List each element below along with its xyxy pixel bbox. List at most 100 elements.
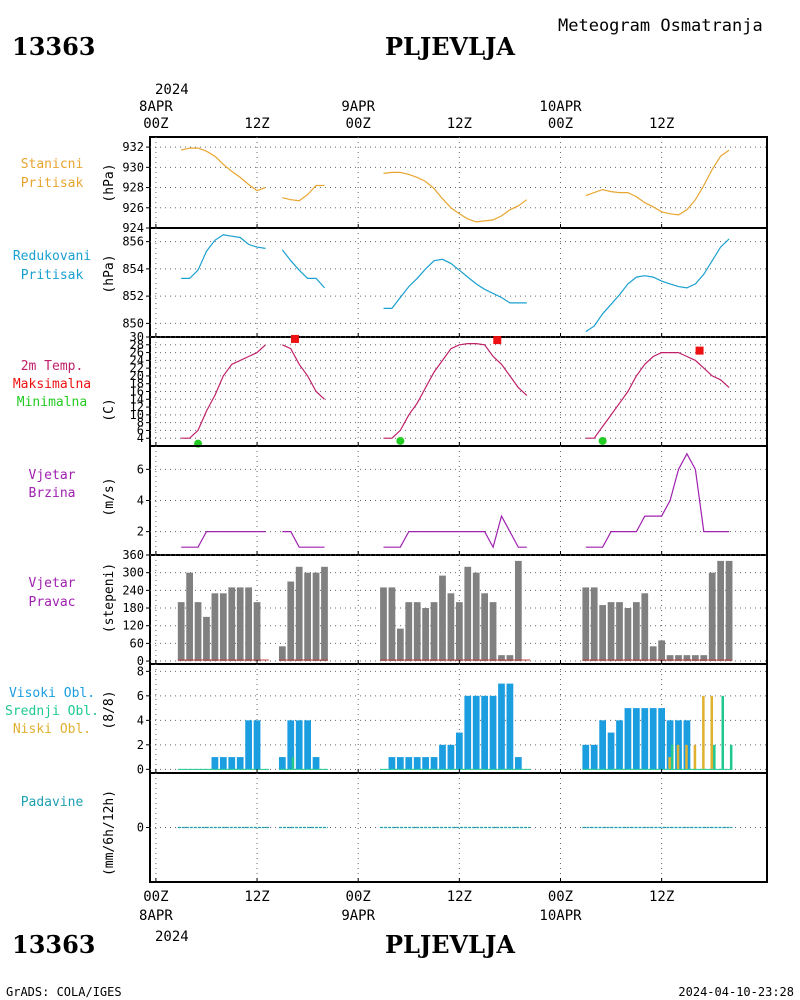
direction-bar bbox=[641, 593, 649, 662]
temperature-line-segment bbox=[383, 343, 528, 439]
cloud-bar-Visoki Obl. bbox=[658, 708, 666, 770]
bottom-hour-label: 12Z bbox=[447, 889, 472, 905]
panel-precipitation: 0 Padavine (mm/6h/12h) bbox=[21, 772, 768, 883]
y-tick-label: 856 bbox=[122, 235, 144, 249]
y-tick-label: 852 bbox=[122, 289, 144, 303]
cloud-bar-Visoki Obl. bbox=[422, 757, 429, 770]
y-tick-label: 932 bbox=[122, 140, 144, 154]
cloud-bar-Visoki Obl. bbox=[287, 720, 295, 770]
direction-bar bbox=[177, 602, 185, 662]
direction-bar bbox=[388, 587, 396, 662]
y-tick-label: 28 bbox=[130, 338, 144, 352]
direction-bar bbox=[590, 587, 598, 662]
reduced_pressure-line-segment bbox=[181, 234, 266, 279]
panel-unit-precipitation: (mm/6h/12h) bbox=[102, 790, 117, 876]
y-tick-label: 854 bbox=[122, 262, 144, 276]
cloud-bar-Visoki Obl. bbox=[498, 683, 505, 770]
direction-bar bbox=[278, 646, 286, 662]
cloud-bar-Visoki Obl. bbox=[295, 720, 303, 770]
cloud-bar-Visoki Obl. bbox=[312, 757, 320, 770]
direction-bar bbox=[447, 593, 455, 662]
panel-label-station_pressure: Pritisak bbox=[21, 176, 84, 191]
direction-bar bbox=[624, 608, 632, 662]
y-tick-label: 0 bbox=[137, 821, 144, 835]
cloud-bar-Visoki Obl. bbox=[439, 744, 446, 770]
cloud-bar-Visoki Obl. bbox=[590, 744, 598, 770]
bottom-year-label: 2024 bbox=[155, 929, 189, 945]
cloud-bar-Niski Obl. bbox=[710, 695, 714, 770]
y-tick-label: 850 bbox=[122, 316, 144, 330]
direction-bar bbox=[666, 655, 674, 662]
bottom-day-label: 10APR bbox=[539, 908, 582, 924]
y-tick-label: 2 bbox=[137, 738, 144, 752]
bottom-day-label: 9APR bbox=[341, 908, 375, 924]
cloud-bar-Visoki Obl. bbox=[607, 732, 615, 770]
panel-label-cloud_cover: Visoki Obl. bbox=[9, 686, 95, 701]
cloud-bar-Visoki Obl. bbox=[253, 720, 261, 770]
cloud-bar-Visoki Obl. bbox=[599, 720, 607, 770]
y-tick-label: 20 bbox=[130, 369, 144, 383]
cloud-bar-Srednji Obl. bbox=[721, 695, 725, 770]
cloud-bar-Visoki Obl. bbox=[464, 695, 472, 770]
panel-wind_speed: 2 4 6 Vjetar Brzina (m/s) bbox=[29, 445, 768, 556]
panel-unit-temperature: (C) bbox=[102, 398, 117, 421]
panel-label-cloud_cover: Niski Obl. bbox=[13, 722, 91, 737]
direction-bar bbox=[481, 593, 489, 662]
direction-bar bbox=[506, 655, 514, 662]
wind_speed-line-segment bbox=[181, 530, 266, 548]
station_pressure-line-segment bbox=[383, 171, 528, 223]
top-hour-label: 00Z bbox=[143, 116, 168, 132]
cloud-bar-Visoki Obl. bbox=[666, 720, 674, 770]
timestamp-text: 2024-04-10-23:28 bbox=[678, 985, 794, 999]
panel-frame-temperature bbox=[149, 336, 768, 447]
panel-label-cloud_cover: Srednji Obl. bbox=[5, 704, 99, 719]
temperature-line-segment bbox=[181, 344, 266, 439]
cloud-bar-Niski Obl. bbox=[693, 744, 697, 770]
y-tick-label: 16 bbox=[130, 385, 144, 399]
y-tick-label: 26 bbox=[130, 346, 144, 360]
direction-bar bbox=[683, 655, 691, 662]
cloud-bar-Visoki Obl. bbox=[582, 744, 590, 770]
direction-bar bbox=[405, 602, 413, 662]
station-id-bottom: 13363 bbox=[12, 930, 96, 959]
y-tick-label: 12 bbox=[130, 400, 144, 414]
wind_speed-line-segment bbox=[383, 514, 527, 549]
bottom-hour-label: 00Z bbox=[346, 889, 371, 905]
panel-unit-station_pressure: (hPa) bbox=[102, 163, 117, 202]
y-tick-label: 240 bbox=[122, 583, 144, 597]
station_pressure-line-segment bbox=[282, 184, 325, 202]
direction-bar bbox=[194, 602, 202, 662]
cloud-bar-Visoki Obl. bbox=[641, 708, 649, 770]
y-tick-label: 4 bbox=[137, 431, 144, 445]
direction-bar bbox=[430, 602, 438, 662]
cloud-bar-Srednji Obl. bbox=[729, 744, 733, 770]
tmax-marker bbox=[290, 334, 299, 343]
direction-bar bbox=[691, 655, 699, 662]
y-tick-label: 30 bbox=[130, 330, 144, 344]
bottom-hour-label: 00Z bbox=[548, 889, 573, 905]
y-tick-label: 6 bbox=[137, 423, 144, 437]
cloud-bar-Visoki Obl. bbox=[405, 757, 413, 770]
bottom-hour-label: 00Z bbox=[143, 889, 168, 905]
direction-bar bbox=[295, 566, 303, 662]
panel-unit-wind_direction: (stepeni) bbox=[102, 563, 117, 633]
panel-label-precipitation: Padavine bbox=[21, 795, 84, 810]
cloud-bar-Visoki Obl. bbox=[481, 695, 489, 770]
y-tick-label: 22 bbox=[130, 361, 144, 375]
panel-unit-cloud_cover: (8/8) bbox=[102, 690, 117, 729]
cloud-bar-Visoki Obl. bbox=[649, 708, 657, 770]
direction-bar bbox=[472, 572, 480, 662]
direction-bar bbox=[304, 572, 311, 662]
panel-label-temperature: Maksimalna bbox=[13, 377, 91, 392]
cloud-bar-Visoki Obl. bbox=[396, 757, 404, 770]
y-tick-label: 120 bbox=[122, 619, 144, 633]
direction-bar bbox=[658, 640, 666, 662]
bottom-time-axis: 00Z 12Z 00Z 12Z 00Z 12Z 8APR 9APR 10APR bbox=[139, 889, 674, 924]
y-tick-label: 10 bbox=[130, 408, 144, 422]
temperature-line-segment bbox=[282, 344, 325, 400]
cloud-bar-Visoki Obl. bbox=[211, 757, 219, 770]
y-tick-label: 4 bbox=[137, 494, 144, 508]
panel-wind_direction: 0 60 120 180 240 300 360 Vjetar Pravac (stepeni) bbox=[29, 548, 768, 668]
tmax-marker bbox=[695, 346, 704, 355]
